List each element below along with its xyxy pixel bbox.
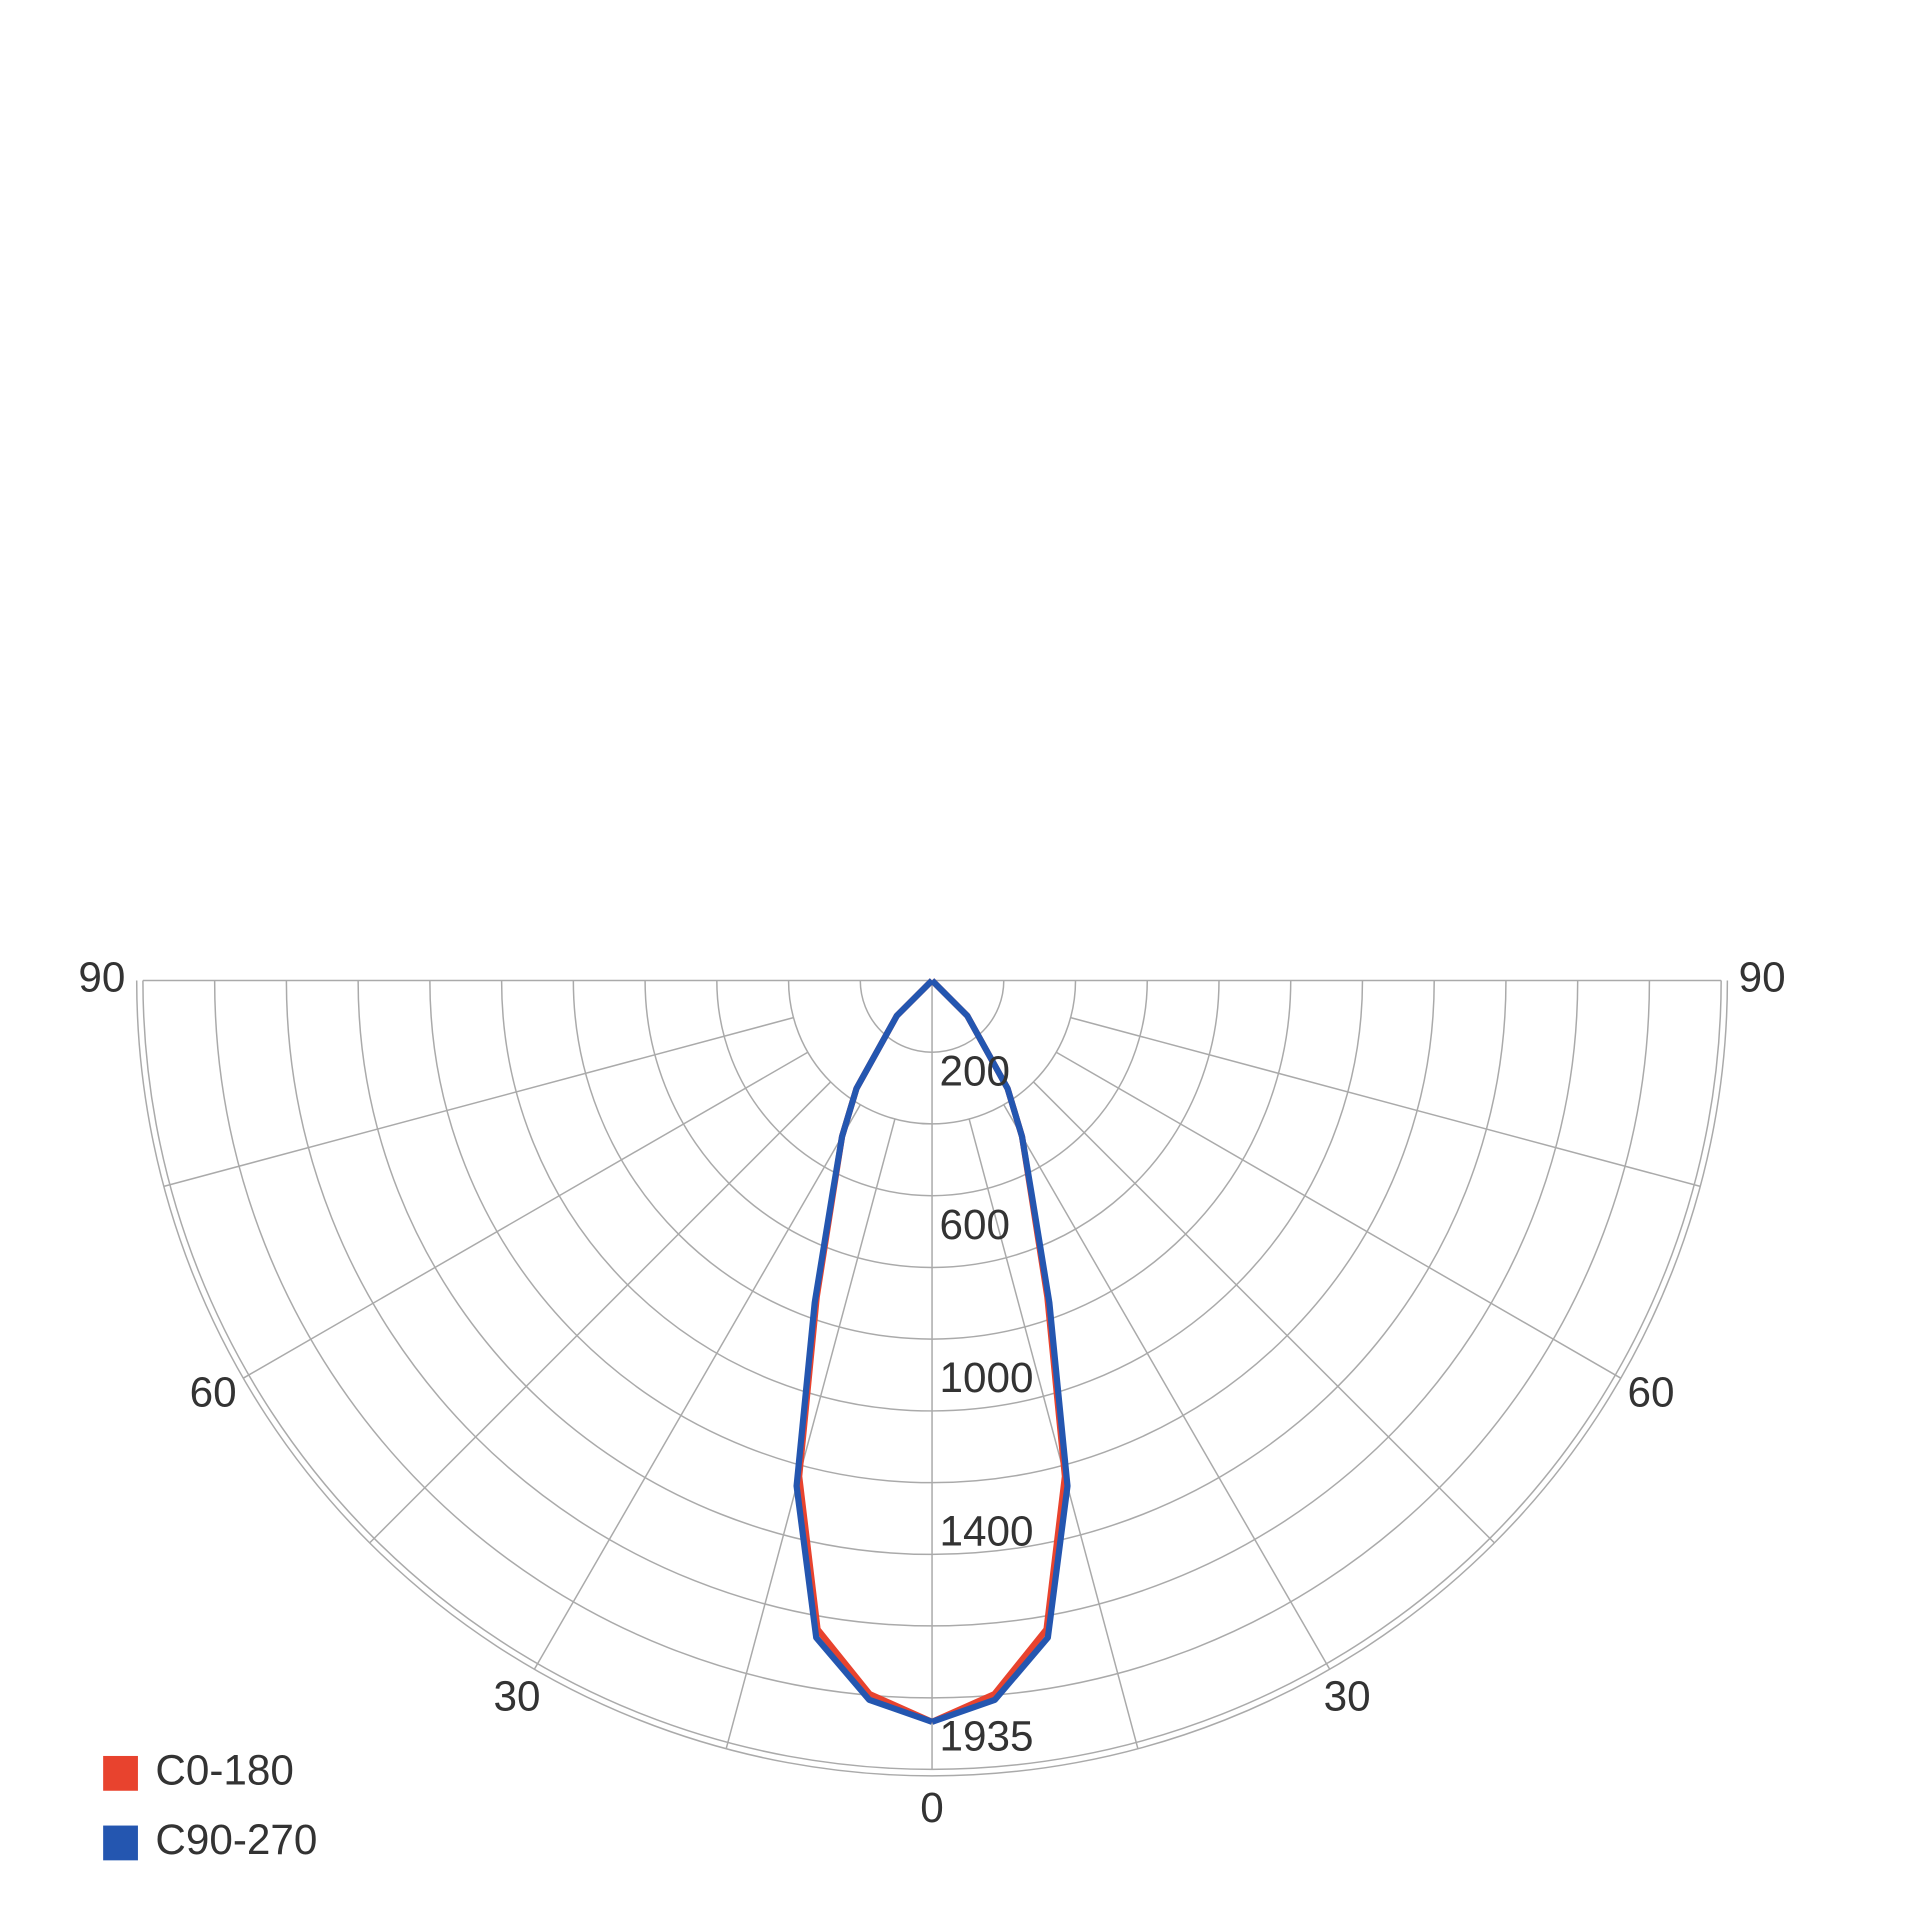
r-tick-label: 1000 (939, 1354, 1033, 1401)
r-tick-label: 1935 (939, 1712, 1033, 1759)
grid-spoke (369, 1081, 832, 1544)
legend-label: C0-180 (155, 1747, 294, 1794)
r-tick-label: 600 (939, 1201, 1010, 1248)
grid-spoke (1070, 1016, 1701, 1188)
angle-label: 30 (1324, 1673, 1371, 1720)
series-line (793, 978, 935, 1725)
r-tick-label: 200 (939, 1048, 1010, 1095)
grid-spoke (1055, 1051, 1622, 1379)
outer-ring (135, 980, 1729, 1777)
angle-label: 90 (78, 954, 125, 1001)
angle-label: 90 (1739, 954, 1786, 1001)
grid-spoke (242, 1051, 809, 1379)
legend-label: C90-270 (155, 1816, 317, 1863)
series-line (929, 978, 1071, 1725)
grid-spoke (725, 1118, 896, 1749)
legend-swatch (103, 1755, 138, 1791)
grid-spoke (1003, 1104, 1331, 1670)
series-line (796, 978, 935, 1725)
legend-swatch (103, 1825, 138, 1861)
grid-spoke (533, 1104, 861, 1670)
angle-label: 0 (920, 1784, 944, 1831)
grid-spoke (1032, 1081, 1495, 1544)
angle-label: 60 (1627, 1369, 1674, 1416)
grid-spoke (163, 1016, 794, 1188)
angle-label: 60 (190, 1369, 237, 1416)
grid-spoke (968, 1118, 1139, 1749)
angle-label: 30 (493, 1673, 540, 1720)
r-tick-label: 1400 (939, 1507, 1033, 1554)
